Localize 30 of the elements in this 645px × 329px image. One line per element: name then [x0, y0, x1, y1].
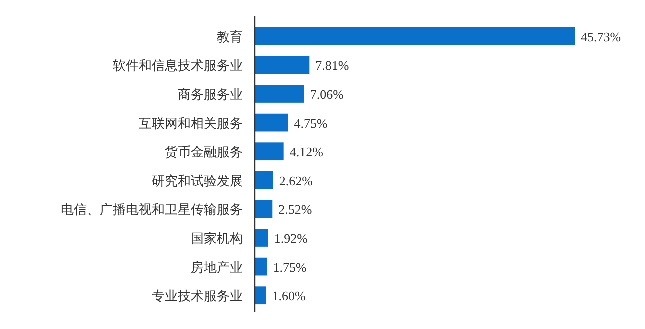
data-label: 2.62%	[279, 173, 314, 188]
y-tick-label: 教育	[217, 29, 243, 44]
bar	[255, 85, 304, 103]
y-tick-label: 房地产业	[191, 260, 243, 275]
bar	[255, 114, 288, 132]
y-tick-label: 电信、广播电视和卫星传输服务	[61, 202, 243, 218]
bar	[255, 171, 274, 190]
data-label: 1.75%	[273, 260, 307, 275]
y-tick-label: 专业技术服务业	[152, 288, 243, 304]
data-label: 4.12%	[290, 144, 324, 160]
bar	[255, 27, 575, 46]
y-tick-label: 国家机构	[191, 231, 243, 246]
y-tick-label: 货币金融服务	[165, 144, 243, 160]
bar	[255, 142, 284, 161]
bar	[255, 56, 310, 74]
bar	[255, 286, 266, 305]
data-label: 1.60%	[272, 288, 306, 304]
data-label: 45.73%	[581, 29, 622, 44]
bar	[255, 258, 268, 276]
y-tick-label: 商务服务业	[178, 87, 243, 102]
y-tick-label: 软件和信息技术服务业	[113, 58, 243, 74]
data-label: 2.52%	[278, 202, 312, 218]
bar	[255, 200, 273, 218]
data-label: 1.92%	[274, 231, 308, 246]
data-label: 4.75%	[294, 116, 328, 131]
data-label: 7.06%	[310, 87, 344, 102]
bar	[255, 229, 268, 247]
y-tick-label: 互联网和相关服务	[139, 116, 243, 131]
y-tick-label: 研究和试验发展	[152, 173, 243, 188]
data-label: 7.81%	[316, 58, 350, 74]
